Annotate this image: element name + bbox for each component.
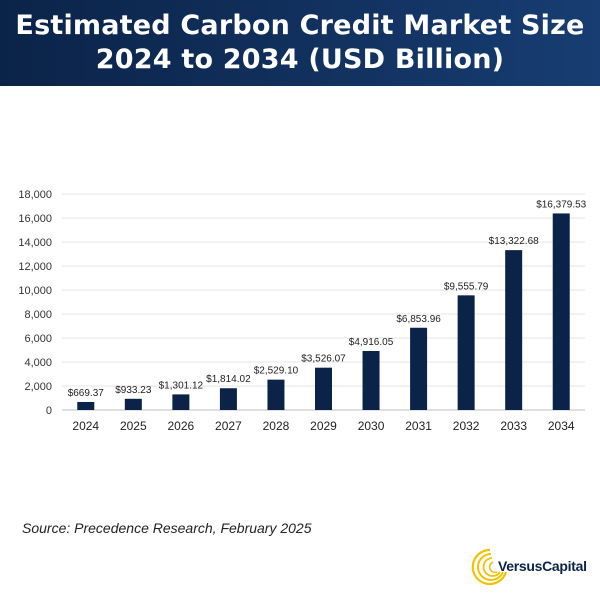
bar (505, 250, 523, 410)
bar (410, 327, 428, 410)
x-tick-label: 2034 (548, 419, 575, 433)
x-tick-label: 2025 (120, 419, 147, 433)
x-tick-label: 2024 (72, 419, 99, 433)
x-tick-label: 2031 (405, 419, 432, 433)
bar (267, 379, 285, 410)
x-tick-label: 2032 (453, 419, 480, 433)
y-tick-label: 10,000 (18, 285, 52, 297)
data-label: $13,322.68 (489, 236, 539, 247)
y-tick-label: 18,000 (18, 189, 52, 201)
y-tick-label: 4,000 (24, 357, 52, 369)
bar (315, 367, 332, 410)
data-label: $6,853.96 (396, 314, 441, 325)
bar (457, 295, 475, 410)
data-label: $669.37 (68, 388, 105, 399)
x-tick-label: 2029 (310, 419, 337, 433)
chart-title-line-1: Estimated Carbon Credit Market Size (15, 10, 585, 41)
x-tick-label: 2030 (358, 419, 385, 433)
data-label: $1,814.02 (206, 374, 251, 385)
source-note: Source: Precedence Research, February 20… (22, 520, 312, 536)
bar-chart: 0 2,000 4,000 6,000 8,000 10,000 12,000 14,000 1… (18, 189, 586, 433)
y-tick-label: 6,000 (24, 333, 52, 345)
bar (172, 394, 190, 410)
data-label: $16,379.53 (536, 199, 586, 210)
bar (219, 388, 237, 410)
company-logo: VersusCapital (470, 542, 590, 592)
x-tick-label: 2028 (263, 419, 290, 433)
header-banner: Estimated Carbon Credit Market Size 2024… (0, 0, 600, 86)
logo-text: VersusCapital (498, 558, 587, 574)
data-label: $933.23 (115, 385, 152, 396)
chart-title-line-2: 2024 to 2034 (USD Billion) (95, 44, 505, 75)
data-label: $3,526.07 (301, 354, 346, 365)
bar (124, 398, 142, 410)
y-tick-label: 8,000 (24, 309, 52, 321)
bar (77, 401, 95, 410)
bar (552, 213, 570, 410)
y-tick-label: 16,000 (18, 213, 52, 225)
data-label: $9,555.79 (444, 281, 489, 292)
data-label: $1,301.12 (159, 380, 204, 391)
x-tick-label: 2026 (168, 419, 195, 433)
data-label: $4,916.05 (349, 337, 394, 348)
x-tick-label: 2033 (500, 419, 527, 433)
bar (362, 351, 380, 410)
y-tick-label: 12,000 (18, 261, 52, 273)
y-tick-label: 2,000 (24, 381, 52, 393)
x-tick-label: 2027 (215, 419, 242, 433)
data-label: $2,529.10 (254, 366, 299, 377)
y-tick-label: 0 (46, 405, 52, 417)
swirl-logo-icon (471, 548, 508, 586)
y-tick-label: 14,000 (18, 237, 52, 249)
